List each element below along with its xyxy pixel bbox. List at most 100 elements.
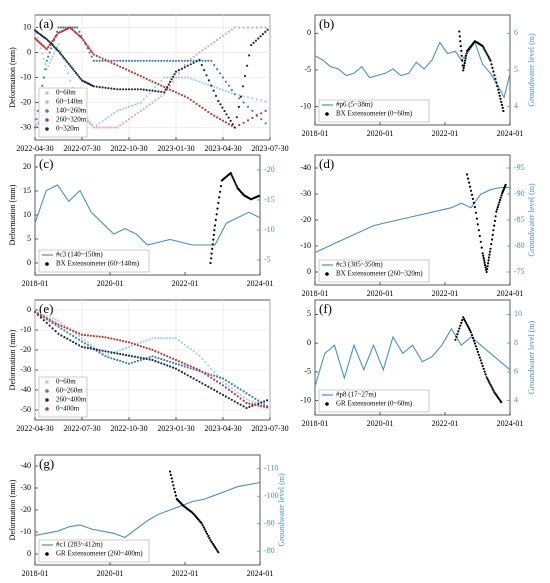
data-point bbox=[486, 54, 489, 57]
y2-tick-label: -90 bbox=[514, 189, 525, 198]
legend-box bbox=[318, 259, 430, 283]
data-point bbox=[195, 53, 198, 56]
x-tick-label: 2023-01-30 bbox=[157, 144, 194, 153]
data-point bbox=[98, 351, 101, 354]
data-point bbox=[70, 27, 73, 30]
data-point bbox=[499, 97, 502, 100]
data-point bbox=[242, 101, 245, 104]
data-point bbox=[133, 59, 136, 62]
data-point bbox=[498, 94, 501, 97]
data-point bbox=[86, 341, 89, 344]
legend-box bbox=[38, 539, 150, 563]
data-point bbox=[119, 108, 122, 111]
data-point bbox=[491, 66, 494, 69]
data-point bbox=[90, 55, 93, 58]
data-point bbox=[219, 103, 222, 106]
data-point bbox=[263, 403, 266, 406]
data-point bbox=[154, 85, 157, 88]
data-point bbox=[142, 98, 145, 101]
data-point bbox=[251, 395, 254, 398]
data-point bbox=[127, 69, 131, 72]
legend-swatch bbox=[45, 91, 49, 95]
data-point bbox=[251, 403, 254, 406]
data-point bbox=[41, 44, 44, 47]
data-point bbox=[89, 334, 92, 337]
data-point bbox=[85, 43, 88, 46]
data-point bbox=[460, 54, 463, 57]
data-point bbox=[42, 315, 45, 318]
data-point bbox=[198, 104, 201, 107]
data-point bbox=[54, 35, 57, 39]
data-point bbox=[104, 126, 107, 129]
data-point bbox=[169, 59, 172, 62]
x-tick-label: 2023-07-30 bbox=[251, 144, 288, 153]
data-point bbox=[470, 193, 474, 196]
data-point bbox=[201, 49, 204, 52]
data-point bbox=[122, 353, 125, 356]
data-point bbox=[483, 259, 486, 262]
data-point bbox=[110, 357, 113, 360]
data-point bbox=[245, 398, 248, 401]
data-point bbox=[221, 34, 225, 37]
data-point bbox=[260, 112, 263, 115]
data-point bbox=[486, 378, 489, 381]
data-point bbox=[41, 52, 44, 55]
data-point bbox=[157, 90, 160, 93]
data-point bbox=[101, 349, 104, 352]
data-point bbox=[98, 86, 101, 89]
data-point bbox=[189, 375, 192, 378]
legend-entry: #p6 (5~38m) bbox=[336, 101, 373, 109]
data-point bbox=[499, 196, 502, 199]
x-tick-label: 2024-01 bbox=[497, 289, 524, 298]
legend-entry: #c3 (305~350m) bbox=[336, 261, 383, 269]
data-point bbox=[148, 338, 151, 341]
data-point bbox=[248, 399, 251, 402]
data-point bbox=[501, 106, 504, 109]
data-point bbox=[180, 361, 183, 364]
data-point bbox=[157, 337, 160, 340]
data-point bbox=[192, 78, 195, 81]
data-point bbox=[200, 63, 203, 67]
data-point bbox=[231, 175, 234, 178]
x-tick-label: 2020-01 bbox=[367, 289, 394, 298]
data-point bbox=[166, 355, 169, 358]
data-point bbox=[212, 233, 215, 236]
data-point bbox=[463, 61, 466, 65]
legend-entry: #p8 (17~27m) bbox=[336, 391, 377, 399]
data-point bbox=[465, 321, 468, 324]
x-tick-label: 2022-07-30 bbox=[63, 424, 100, 433]
data-point bbox=[154, 59, 157, 62]
data-point bbox=[214, 218, 217, 221]
data-point bbox=[186, 76, 189, 79]
data-point bbox=[493, 74, 496, 77]
data-point bbox=[122, 122, 125, 125]
series-line bbox=[314, 327, 511, 387]
data-point bbox=[476, 223, 479, 226]
data-point bbox=[116, 59, 119, 62]
data-point bbox=[213, 114, 216, 117]
data-point bbox=[42, 76, 45, 79]
data-point bbox=[456, 333, 459, 336]
data-point bbox=[496, 205, 499, 209]
data-point bbox=[479, 240, 482, 243]
data-point bbox=[73, 30, 76, 33]
data-point bbox=[214, 94, 218, 97]
data-point bbox=[482, 257, 485, 260]
data-point bbox=[75, 342, 78, 345]
data-point bbox=[251, 26, 254, 29]
data-point bbox=[98, 126, 101, 129]
data-point bbox=[157, 357, 160, 360]
data-point bbox=[145, 105, 148, 108]
data-point bbox=[83, 342, 86, 345]
data-point bbox=[136, 359, 139, 362]
data-point bbox=[116, 352, 119, 355]
data-point bbox=[125, 354, 128, 357]
series-line bbox=[34, 184, 261, 246]
y-tick-label: -50 bbox=[20, 405, 31, 414]
data-point bbox=[169, 84, 172, 87]
data-point bbox=[463, 64, 466, 67]
y-tick-label: -10 bbox=[300, 395, 311, 404]
data-point bbox=[492, 70, 495, 73]
data-point bbox=[75, 336, 78, 339]
x-tick-label: 2022-01 bbox=[432, 419, 459, 428]
